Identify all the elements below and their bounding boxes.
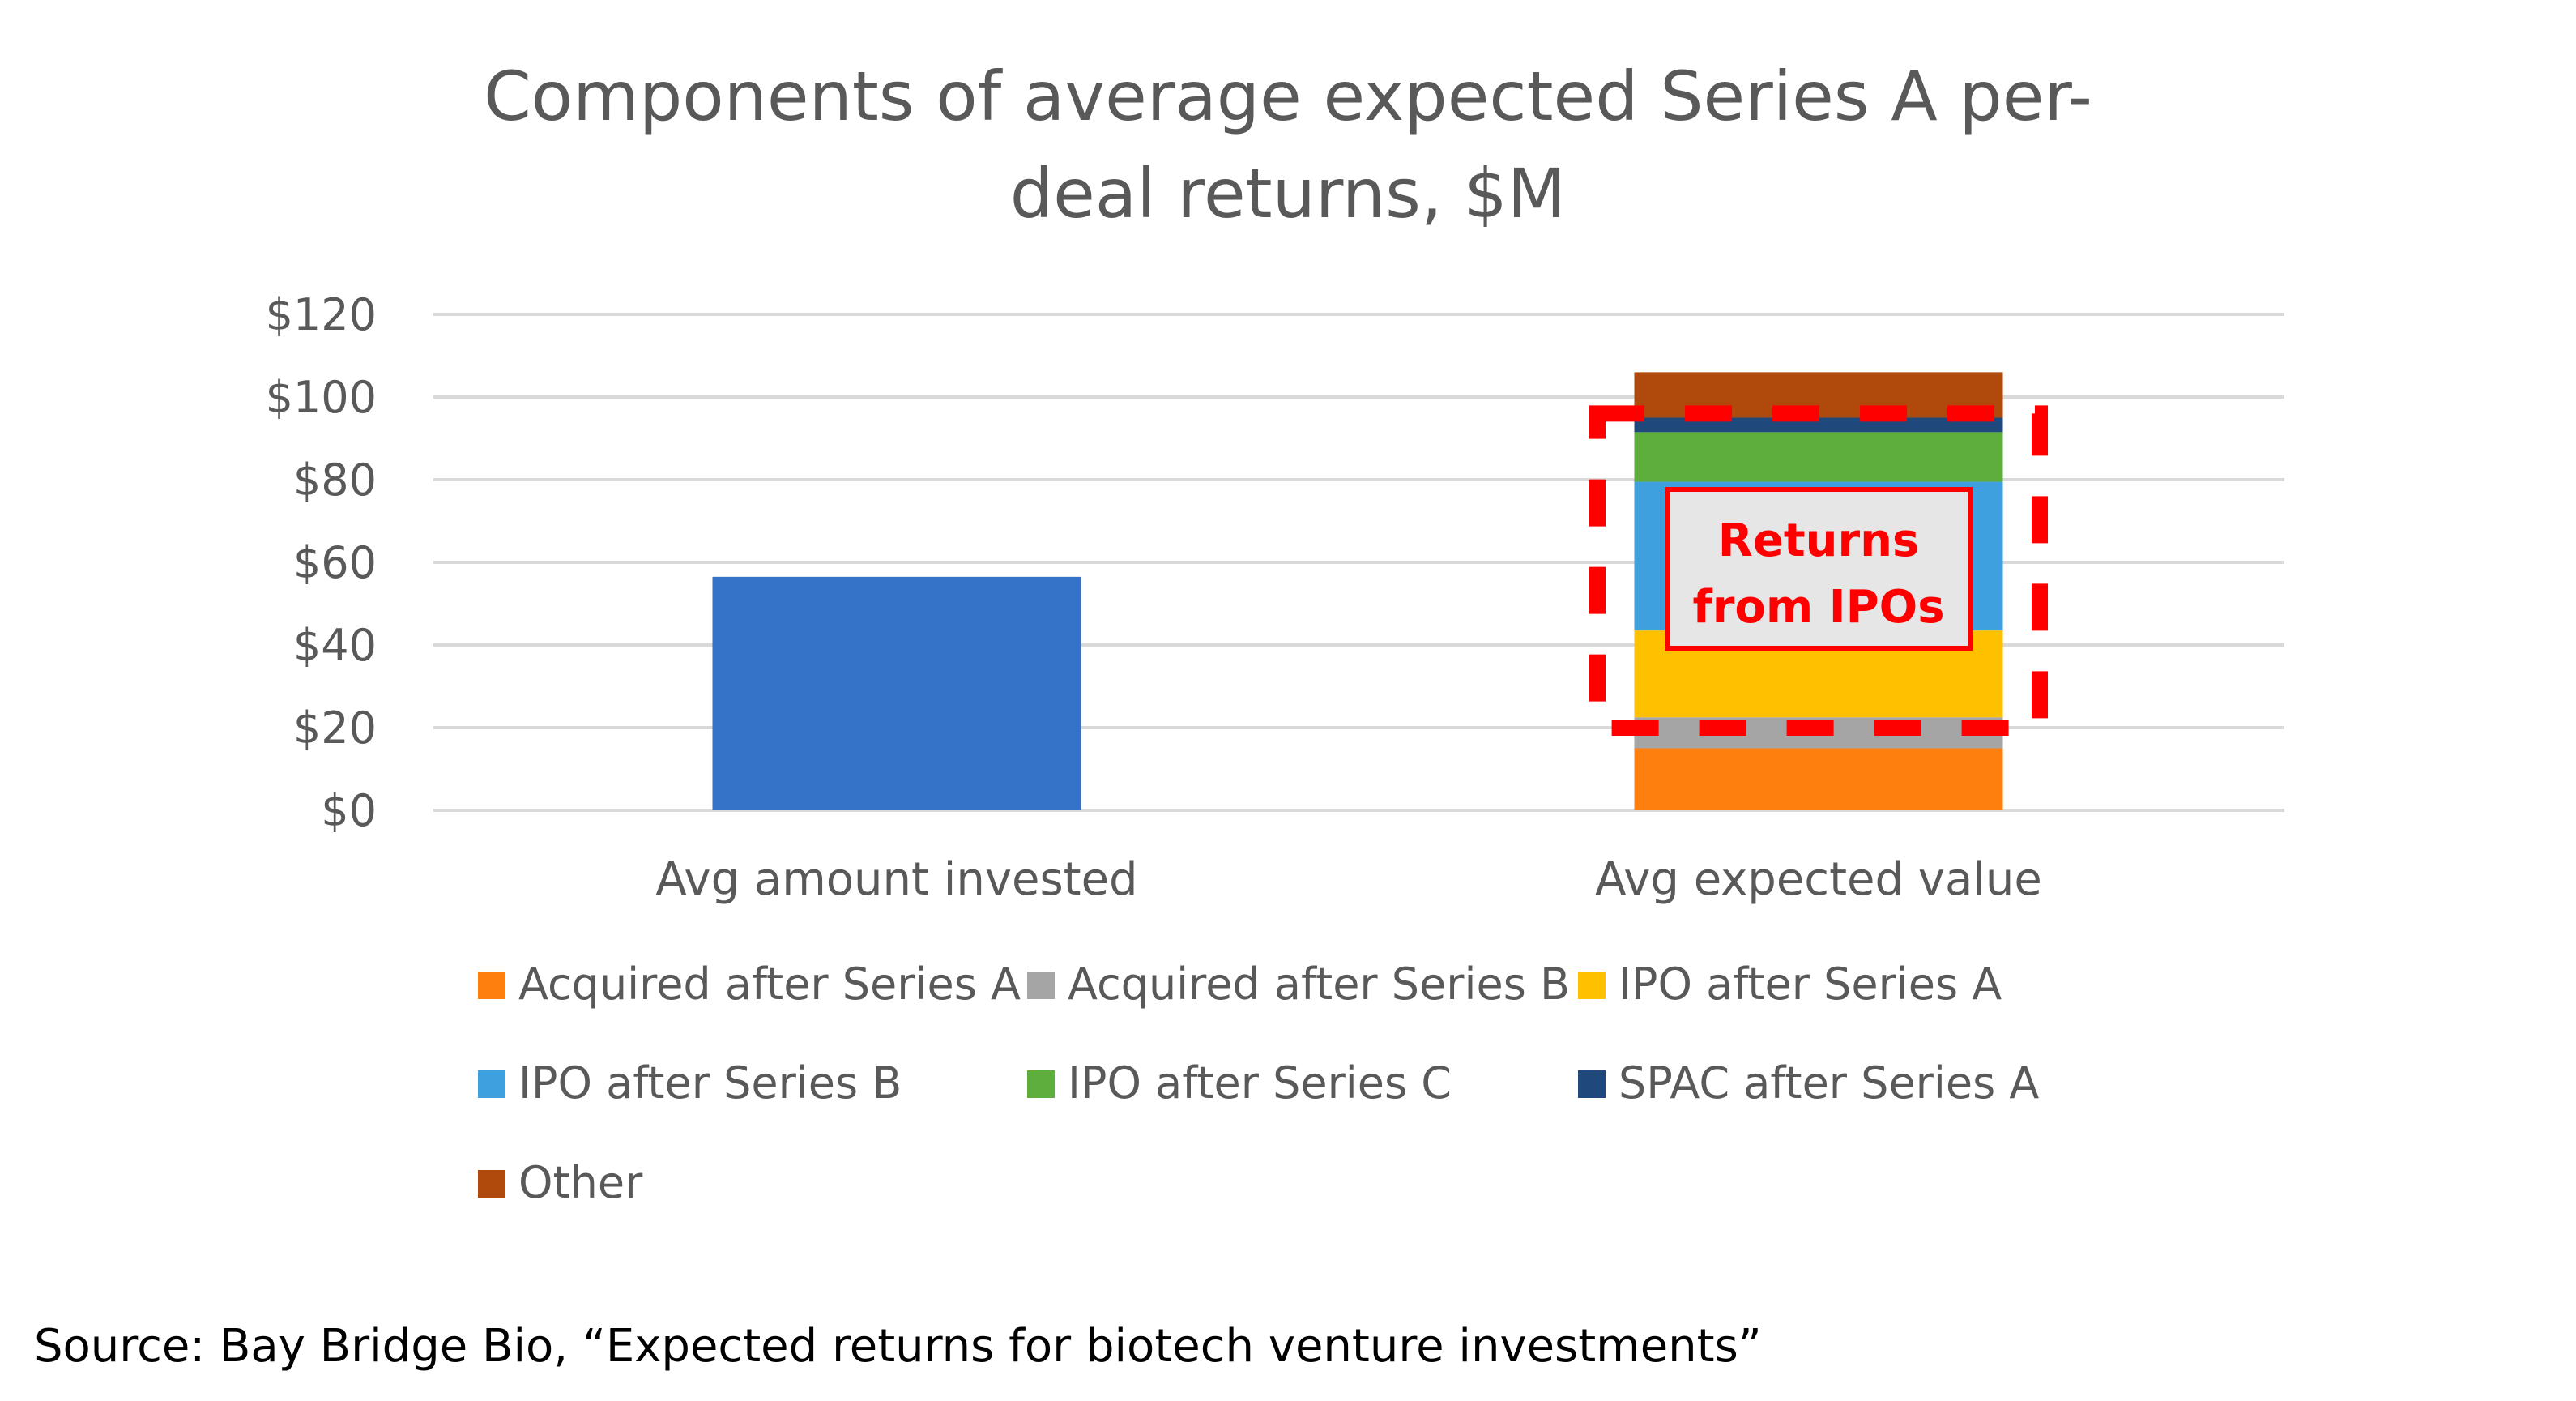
y-tick-label: $0 <box>321 785 377 836</box>
category-labels: Avg amount invested Avg expected value <box>655 853 2041 906</box>
legend-swatch <box>478 1170 505 1198</box>
dashed-highlight-box <box>1589 405 2048 736</box>
bar-avg-amount-invested <box>712 576 1081 810</box>
x-category-label: Avg amount invested <box>655 853 1137 906</box>
y-tick-label: $80 <box>293 455 377 506</box>
legend-swatch <box>1027 1070 1055 1098</box>
chart-title-line-1: Components of average expected Series A … <box>484 57 2092 136</box>
y-axis-ticks: $0 $20 $40 $60 $80 $100 $120 <box>266 289 377 836</box>
legend-swatch <box>478 972 505 999</box>
legend: Acquired after Series A Acquired after Se… <box>478 959 2039 1208</box>
callout-label-line: from IPOs <box>1692 581 1944 634</box>
gridlines <box>433 313 2284 812</box>
legend-swatch <box>1578 1070 1606 1098</box>
legend-swatch <box>478 1070 505 1098</box>
source-note: Source: Bay Bridge Bio, “Expected return… <box>34 1320 1762 1373</box>
legend-label: Other <box>518 1157 643 1208</box>
y-tick-label: $60 <box>293 537 377 588</box>
x-category-label: Avg expected value <box>1595 853 2042 906</box>
callout-label-box <box>1665 487 1973 651</box>
legend-label: IPO after Series B <box>518 1057 902 1108</box>
legend-swatch <box>1027 972 1055 999</box>
legend-label: Acquired after Series A <box>518 959 1021 1010</box>
legend-swatch <box>1578 972 1606 999</box>
y-tick-label: $120 <box>266 289 377 340</box>
legend-label: Acquired after Series B <box>1068 959 1570 1010</box>
ipo-callout: Returns from IPOs <box>1589 405 2048 736</box>
legend-label: IPO after Series A <box>1619 959 2002 1010</box>
legend-label: IPO after Series C <box>1068 1057 1452 1108</box>
legend-label: SPAC after Series A <box>1619 1057 2039 1108</box>
chart-title-line-2: deal returns, $M <box>1010 154 1566 233</box>
y-tick-label: $40 <box>293 620 377 671</box>
y-tick-label: $100 <box>266 372 377 423</box>
bar-segment-ipo-after-series-c <box>1634 432 2003 482</box>
y-tick-label: $20 <box>293 703 377 754</box>
callout-label-line: Returns <box>1718 515 1920 567</box>
bar-segment-acquired-after-series-a <box>1634 748 2003 810</box>
